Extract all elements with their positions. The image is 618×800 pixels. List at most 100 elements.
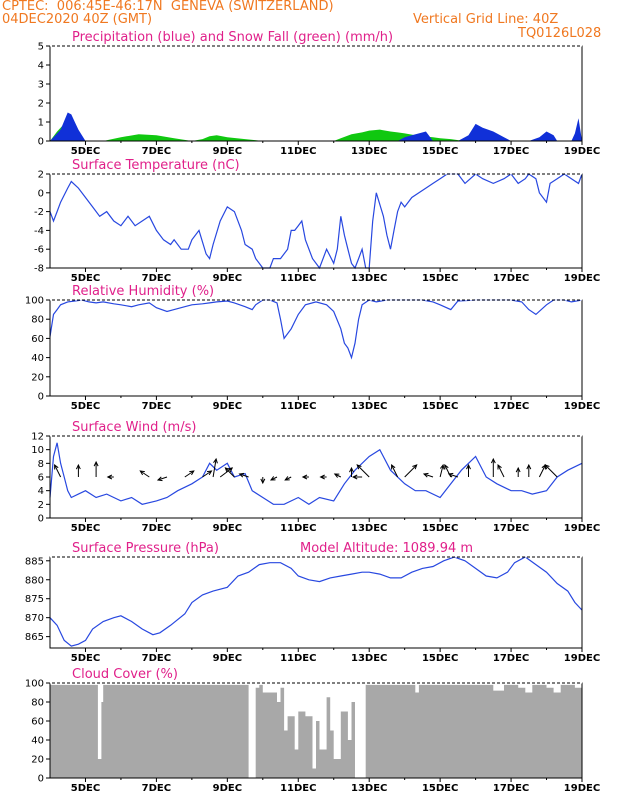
plot-frame — [49, 435, 583, 519]
x-tick-label: 5DEC — [71, 401, 100, 412]
wind-arrow-head — [213, 457, 218, 464]
wind-arrow — [333, 473, 342, 478]
x-tick-label: 7DEC — [142, 273, 171, 284]
wind-arrow-shaft — [239, 473, 249, 478]
x-tick-label: 13DEC — [351, 653, 387, 664]
wind-arrow — [447, 472, 459, 478]
wind-arrow-head — [284, 476, 290, 481]
precipitation-area — [50, 112, 582, 141]
wind-arrow-shaft — [538, 464, 546, 478]
x-tick-label: 19DEC — [564, 401, 600, 412]
y-tick-label: 20 — [31, 755, 44, 766]
x-tick-label: 13DEC — [351, 401, 387, 412]
series-line — [49, 299, 583, 360]
x-tick-label: 17DEC — [493, 146, 529, 157]
x-tick-label: 11DEC — [280, 783, 316, 794]
y-tick-label: 2 — [38, 500, 44, 511]
x-tick-label: 15DEC — [422, 273, 458, 284]
wind-arrow-head — [412, 464, 418, 470]
wind-panel: 0 2 4 6 8 10 12 5DEC 7DEC 9DEC 11DEC 13DEC 15DEC 17DE… — [31, 420, 600, 534]
wind-arrow-head — [333, 473, 340, 478]
wind-arrow-head — [106, 474, 113, 480]
wind-arrow-head — [156, 476, 163, 482]
y-tick-label: 0 — [38, 188, 44, 199]
y-tick-label: 870 — [25, 613, 44, 624]
wind-arrow — [538, 463, 546, 478]
x-tick-label: 7DEC — [142, 523, 171, 534]
wind-arrow — [422, 472, 434, 478]
wind-arrow-head — [447, 472, 454, 478]
wind-arrow-head — [515, 466, 521, 473]
wind-arrow-head — [490, 457, 496, 464]
wind-arrow — [301, 474, 309, 480]
x-tick-label: 9DEC — [213, 653, 242, 664]
x-tick-label: 13DEC — [351, 146, 387, 157]
y-tick-label: 0 — [38, 392, 44, 403]
x-tick-label: 17DEC — [493, 783, 529, 794]
wind-arrow — [54, 463, 62, 478]
x-tick-label: 5DEC — [71, 523, 100, 534]
x-tick-label: 5DEC — [71, 783, 100, 794]
y-tick-label: 12 — [31, 432, 44, 443]
x-tick-label: 7DEC — [142, 401, 171, 412]
header-location: CPTEC: 006:45E-46:17N GENEVA (SWITZERLAN… — [2, 0, 334, 14]
x-tick-label: 11DEC — [280, 146, 316, 157]
y-tick-label: 880 — [25, 575, 44, 586]
header-grid-line: Vertical Grid Line: 40Z — [413, 12, 559, 27]
x-tick-label: 17DEC — [493, 523, 529, 534]
wind-arrow-head — [301, 474, 308, 480]
wind-arrow-head — [444, 463, 449, 470]
header-run-time: 04DEC2020 40Z (GMT) — [2, 12, 153, 27]
y-tick-label: -6 — [34, 245, 44, 256]
wind-arrow — [466, 463, 471, 477]
wind-arrow-shaft — [356, 464, 370, 478]
x-tick-label: 17DEC — [493, 401, 529, 412]
x-tick-label: 9DEC — [213, 273, 242, 284]
wind-arrow-head — [356, 464, 362, 470]
wind-arrow — [349, 466, 354, 477]
y-tick-label: 100 — [25, 296, 44, 307]
wind-arrow — [515, 466, 521, 477]
x-tick-label: 19DEC — [564, 783, 600, 794]
wind-arrow — [184, 470, 195, 478]
wind-arrow-head — [439, 463, 445, 470]
wind-arrow-shaft — [140, 470, 150, 478]
model-altitude-label: Model Altitude: 1089.94 m — [300, 541, 473, 556]
y-tick-label: 80 — [31, 698, 44, 709]
plot-area — [50, 683, 582, 778]
y-tick-label: 0 — [38, 774, 44, 785]
snowfall-area — [50, 123, 473, 141]
x-tick-label: 11DEC — [280, 653, 316, 664]
x-tick-label: 5DEC — [71, 653, 100, 664]
wind-arrow — [351, 474, 363, 480]
wind-arrow-shaft — [497, 464, 505, 478]
y-tick-label: -2 — [34, 207, 44, 218]
wind-arrow — [497, 463, 505, 478]
header-model-code: TQ0126L028 — [518, 26, 602, 41]
plot-area — [49, 173, 583, 270]
y-tick-label: 80 — [31, 315, 44, 326]
wind-arrow-shaft — [391, 464, 399, 478]
cloud-panel: 0 20 40 60 80 100 5DEC 7DEC 9DEC 11DEC 13DEC 15DEC 1… — [25, 667, 600, 794]
y-tick-label: 100 — [25, 679, 44, 690]
x-tick-label: 9DEC — [213, 401, 242, 412]
y-tick-label: 0 — [38, 514, 44, 525]
panel-title: Relative Humidity (%) — [72, 284, 214, 299]
x-tick-label: 9DEC — [213, 783, 242, 794]
y-tick-label: 4 — [38, 486, 44, 497]
plot-area — [49, 299, 583, 360]
series-line — [49, 442, 583, 506]
x-tick-label: 5DEC — [71, 273, 100, 284]
wind-arrow — [526, 463, 532, 477]
plot-frame — [49, 45, 583, 142]
x-tick-label: 5DEC — [71, 146, 100, 157]
wind-arrow-head — [391, 463, 396, 470]
wind-arrow — [490, 457, 496, 477]
wind-arrows — [54, 457, 558, 485]
wind-arrow — [139, 470, 150, 478]
wind-arrow — [439, 463, 445, 478]
y-tick-label: 2 — [38, 170, 44, 181]
y-tick-label: -4 — [34, 226, 44, 237]
y-tick-label: 20 — [31, 372, 44, 383]
plot-area — [49, 442, 583, 506]
